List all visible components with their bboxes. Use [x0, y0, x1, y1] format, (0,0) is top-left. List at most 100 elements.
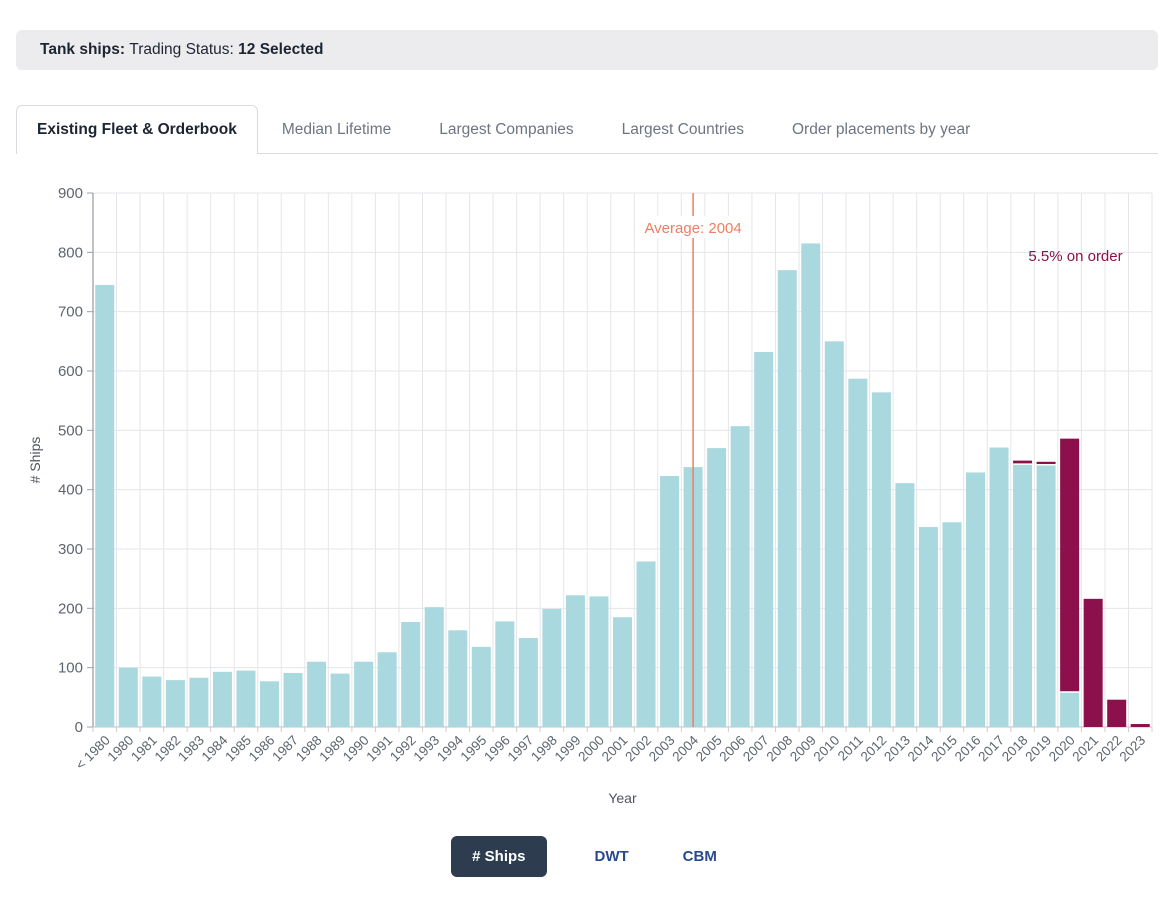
- y-tick-label: 300: [58, 541, 83, 558]
- bar-existing-fleet[interactable]: [283, 673, 303, 727]
- y-tick-label: 600: [58, 363, 83, 380]
- bar-existing-fleet[interactable]: [707, 448, 727, 727]
- x-tick-label: 1992: [387, 733, 419, 765]
- x-tick-label: 2015: [928, 733, 960, 765]
- bar-existing-fleet[interactable]: [942, 522, 962, 727]
- x-tick-label: 2008: [764, 733, 796, 765]
- x-tick-label: 2005: [693, 733, 725, 765]
- bar-existing-fleet[interactable]: [518, 638, 538, 727]
- bar-on-order[interactable]: [1107, 699, 1127, 727]
- x-tick-label: 2019: [1022, 733, 1054, 765]
- bar-on-order[interactable]: [1130, 724, 1150, 727]
- bar-existing-fleet[interactable]: [824, 341, 844, 727]
- bar-existing-fleet[interactable]: [401, 621, 421, 727]
- y-tick-label: 400: [58, 482, 83, 499]
- tab-existing-fleet-orderbook[interactable]: Existing Fleet & Orderbook: [16, 105, 258, 154]
- tab-largest-countries[interactable]: Largest Countries: [598, 105, 768, 154]
- x-tick-label: 2012: [858, 733, 890, 765]
- x-tick-label: 2020: [1046, 733, 1078, 765]
- bar-on-order[interactable]: [1036, 461, 1056, 465]
- tab-order-placements-by-year[interactable]: Order placements by year: [768, 105, 994, 154]
- bar-existing-fleet[interactable]: [495, 621, 515, 727]
- x-tick-label: 2023: [1117, 733, 1149, 765]
- bar-existing-fleet[interactable]: [1013, 464, 1033, 727]
- tab-bar: Existing Fleet & Orderbook Median Lifeti…: [16, 105, 1158, 154]
- bar-existing-fleet[interactable]: [95, 284, 115, 727]
- x-tick-label: 1982: [152, 733, 184, 765]
- bar-existing-fleet[interactable]: [848, 378, 868, 727]
- bar-existing-fleet[interactable]: [307, 661, 327, 727]
- x-tick-label: 1987: [269, 733, 301, 765]
- bar-existing-fleet[interactable]: [212, 671, 232, 727]
- y-tick-label: 700: [58, 304, 83, 321]
- unit-toggle: # Ships DWT CBM: [0, 836, 1174, 877]
- on-order-annotation: 5.5% on order: [1028, 248, 1122, 265]
- bar-on-order[interactable]: [1060, 438, 1080, 692]
- bar-existing-fleet[interactable]: [918, 527, 938, 727]
- bar-existing-fleet[interactable]: [1060, 691, 1080, 727]
- trading-status-filter[interactable]: Tank ships: Trading Status: 12 Selected: [16, 30, 1158, 70]
- bar-existing-fleet[interactable]: [1036, 464, 1056, 727]
- bar-existing-fleet[interactable]: [613, 617, 632, 727]
- x-axis-title: Year: [608, 790, 637, 806]
- bar-existing-fleet[interactable]: [354, 661, 374, 727]
- y-tick-label: 200: [58, 600, 83, 617]
- bar-existing-fleet[interactable]: [730, 426, 750, 727]
- bar-existing-fleet[interactable]: [236, 670, 256, 727]
- bar-existing-fleet[interactable]: [260, 681, 279, 727]
- bar-existing-fleet[interactable]: [542, 608, 562, 727]
- y-tick-label: 500: [58, 422, 83, 439]
- bar-existing-fleet[interactable]: [754, 352, 774, 727]
- x-tick-label: 2016: [952, 733, 984, 765]
- unit-button-dwt[interactable]: DWT: [589, 844, 635, 869]
- average-label-background: [637, 216, 750, 238]
- bar-existing-fleet[interactable]: [424, 607, 444, 727]
- x-tick-label: 2011: [835, 733, 866, 764]
- bar-existing-fleet[interactable]: [895, 483, 915, 727]
- bar-existing-fleet[interactable]: [330, 673, 350, 727]
- bar-existing-fleet[interactable]: [142, 676, 162, 727]
- x-tick-label: 2010: [811, 733, 843, 765]
- bar-existing-fleet[interactable]: [189, 677, 209, 727]
- x-tick-label: 2018: [999, 733, 1031, 765]
- bar-existing-fleet[interactable]: [377, 652, 397, 727]
- bar-existing-fleet[interactable]: [565, 595, 585, 727]
- x-tick-label: 1989: [316, 733, 348, 765]
- tab-label: Order placements by year: [792, 120, 971, 138]
- tab-median-lifetime[interactable]: Median Lifetime: [258, 105, 415, 154]
- bar-on-order[interactable]: [1083, 598, 1103, 727]
- x-tick-label: 1991: [363, 733, 395, 765]
- unit-button-cbm[interactable]: CBM: [677, 844, 723, 869]
- tab-label: Largest Companies: [439, 120, 574, 138]
- bar-existing-fleet[interactable]: [801, 243, 821, 727]
- bar-existing-fleet[interactable]: [871, 392, 891, 727]
- x-tick-label: 1999: [552, 733, 584, 765]
- bar-existing-fleet[interactable]: [989, 447, 1009, 727]
- tab-largest-companies[interactable]: Largest Companies: [415, 105, 597, 154]
- bar-existing-fleet[interactable]: [448, 630, 468, 727]
- x-tick-label: 2001: [599, 733, 631, 765]
- x-tick-label: 1985: [222, 733, 254, 765]
- x-tick-label: 2006: [716, 733, 748, 765]
- bar-existing-fleet[interactable]: [660, 476, 680, 727]
- bar-existing-fleet[interactable]: [589, 596, 609, 727]
- bar-existing-fleet[interactable]: [118, 667, 138, 727]
- average-line-label: Average: 2004: [644, 220, 741, 237]
- bar-existing-fleet[interactable]: [966, 472, 985, 727]
- y-tick-label: 100: [58, 660, 83, 677]
- y-tick-label: 800: [58, 244, 83, 261]
- tab-label: Median Lifetime: [281, 120, 392, 138]
- bar-existing-fleet[interactable]: [636, 561, 656, 727]
- x-tick-label: 1980: [105, 733, 137, 765]
- bar-existing-fleet[interactable]: [777, 270, 797, 727]
- unit-button-ships[interactable]: # Ships: [451, 836, 547, 877]
- y-tick-label: 900: [58, 185, 83, 202]
- x-tick-label: 1998: [528, 733, 560, 765]
- y-tick-label: 0: [75, 719, 83, 736]
- bar-existing-fleet[interactable]: [165, 680, 185, 727]
- bar-on-order[interactable]: [1013, 460, 1033, 465]
- x-tick-label: 1993: [411, 733, 443, 765]
- bar-existing-fleet[interactable]: [471, 646, 491, 727]
